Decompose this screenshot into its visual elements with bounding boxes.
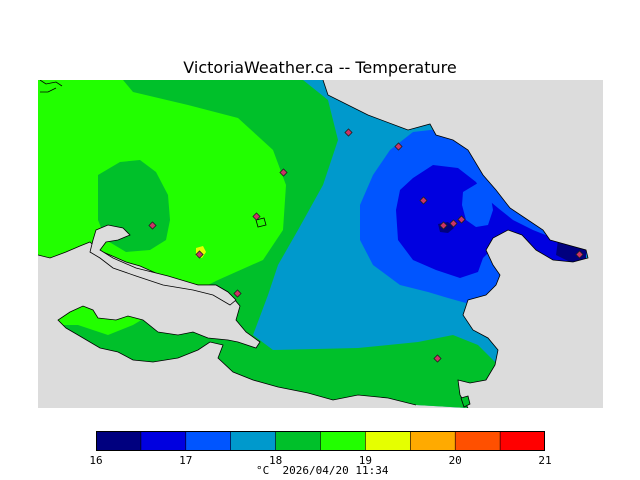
temperature-map bbox=[38, 80, 603, 408]
station-marker bbox=[195, 250, 204, 259]
colorbar-swatch bbox=[365, 431, 412, 451]
colorbar-swatch bbox=[140, 431, 187, 451]
station-marker bbox=[394, 142, 403, 151]
colorbar-swatch bbox=[454, 431, 501, 451]
station-marker bbox=[252, 212, 261, 221]
map-title: VictoriaWeather.ca -- Temperature bbox=[183, 58, 457, 77]
station-marker bbox=[439, 221, 448, 230]
station-marker bbox=[457, 215, 466, 224]
station-marker bbox=[344, 128, 353, 137]
colorbar-swatch bbox=[230, 431, 277, 451]
colorbar-swatch bbox=[96, 431, 142, 451]
timestamp: 2026/04/20 11:34 bbox=[282, 464, 389, 477]
coastline bbox=[38, 80, 589, 408]
weather-stations bbox=[148, 128, 584, 363]
colorbar-tick-label: 20 bbox=[448, 454, 462, 467]
colorbar-tick-label: 16 bbox=[89, 454, 103, 467]
temperature-colorbar bbox=[96, 431, 545, 451]
station-marker bbox=[279, 168, 288, 177]
zone-17-18-bulge bbox=[462, 183, 493, 227]
zone-16-17 bbox=[396, 165, 586, 278]
island bbox=[460, 395, 471, 408]
colorbar-swatch bbox=[320, 431, 367, 451]
unit-label: °C bbox=[256, 464, 270, 477]
station-marker bbox=[575, 250, 584, 259]
colorbar-tick-label: 19 bbox=[358, 454, 373, 467]
station-marker bbox=[148, 221, 157, 230]
lake bbox=[255, 217, 267, 228]
station-marker bbox=[433, 354, 442, 363]
inlet bbox=[89, 224, 237, 306]
colorbar-tick-label: 17 bbox=[179, 454, 193, 467]
colorbar-swatch bbox=[185, 431, 232, 451]
station-marker bbox=[233, 289, 242, 298]
northwest-shore bbox=[39, 80, 63, 93]
colorbar-tick-label: 21 bbox=[538, 454, 552, 467]
units-and-timestamp: °C 2026/04/20 11:34 bbox=[256, 464, 388, 477]
station-marker bbox=[419, 196, 428, 205]
colorbar-tick-label: 18 bbox=[268, 454, 283, 467]
colorbar-swatch bbox=[499, 431, 545, 451]
colorbar-swatch bbox=[409, 431, 456, 451]
colorbar-swatch bbox=[275, 431, 322, 451]
station-marker bbox=[449, 219, 458, 228]
